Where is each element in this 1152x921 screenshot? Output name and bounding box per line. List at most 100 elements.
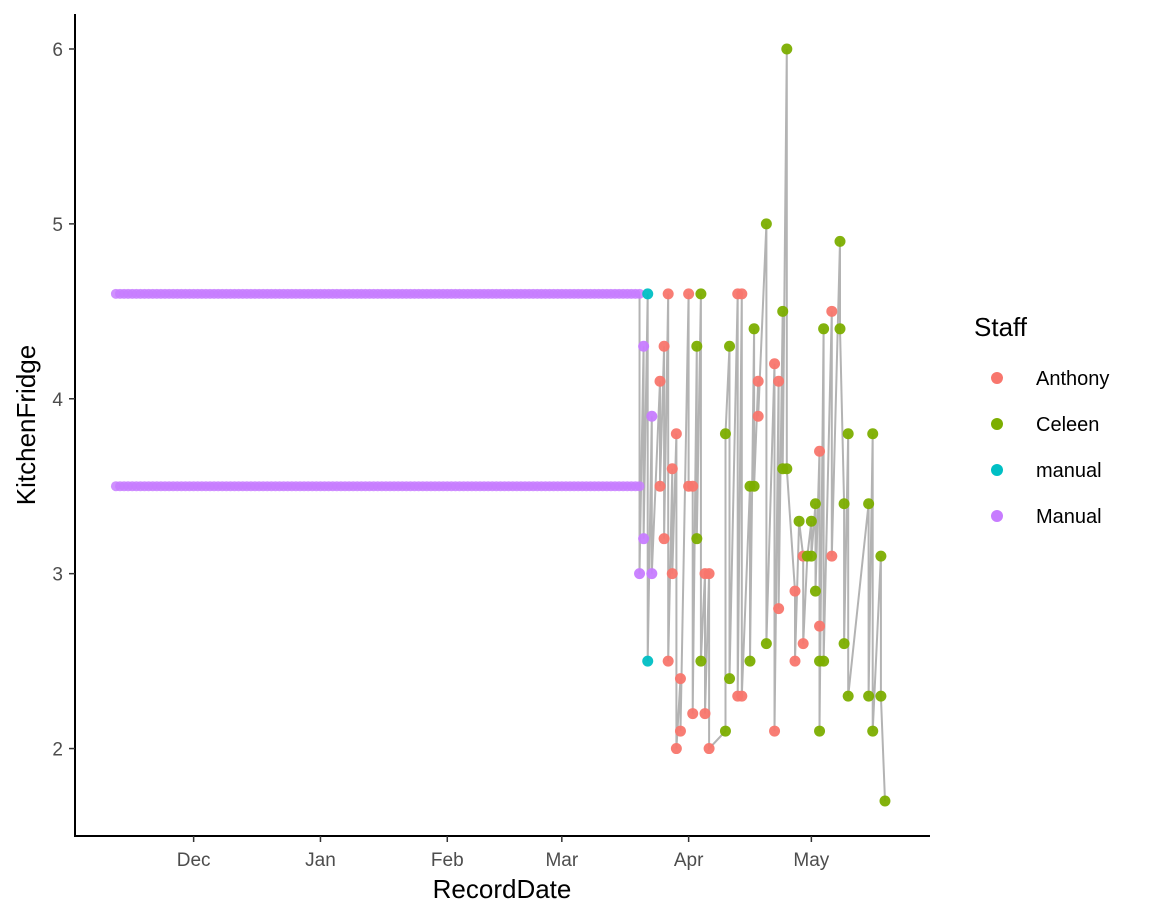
data-point-anthony — [654, 480, 666, 492]
data-point-celeen — [838, 498, 850, 510]
data-point-anthony — [797, 638, 809, 650]
y-axis-title: KitchenFridge — [11, 345, 41, 505]
data-point-celeen — [695, 655, 707, 667]
data-point-anthony — [826, 305, 838, 317]
data-point-anthony — [789, 655, 801, 667]
legend-label: Anthony — [1036, 368, 1109, 390]
data-point-anthony — [736, 690, 748, 702]
data-point-anthony — [687, 480, 699, 492]
data-point-celeen — [724, 673, 736, 685]
data-point-celeen — [863, 690, 875, 702]
y-axis-ticks: 2 3 4 5 6 — [52, 40, 75, 761]
data-point-celeen — [879, 795, 891, 807]
legend-label: Manual — [1036, 506, 1102, 528]
data-point-anthony — [752, 375, 764, 387]
data-point-manual — [638, 340, 650, 352]
data-point-anthony — [703, 568, 715, 580]
data-point-anthony — [773, 603, 785, 615]
x-tick-label: Mar — [545, 850, 578, 871]
data-point-anthony — [662, 655, 674, 667]
data-point-anthony — [699, 708, 711, 720]
data-point-celeen — [744, 655, 756, 667]
data-point-celeen — [809, 585, 821, 597]
data-point-celeen — [724, 340, 736, 352]
data-point-celeen — [691, 340, 703, 352]
data-point-celeen — [863, 498, 875, 510]
legend-key — [991, 510, 1003, 522]
connecting-lines — [638, 48, 886, 802]
x-tick-label: Apr — [674, 850, 704, 871]
data-point-celeen — [781, 43, 793, 55]
data-point-celeen — [695, 288, 707, 300]
legend-key — [991, 464, 1003, 476]
data-point-anthony — [658, 340, 670, 352]
data-point-anthony — [654, 375, 666, 387]
connecting-line — [638, 48, 886, 802]
data-point-anthony — [769, 358, 781, 370]
data-point-anthony — [703, 743, 715, 755]
data-point-anthony — [687, 708, 699, 720]
data-point-celeen — [834, 323, 846, 335]
data-point-celeen — [691, 533, 703, 545]
y-tick-label: 6 — [52, 40, 63, 61]
data-point-celeen — [809, 498, 821, 510]
data-point-celeen — [875, 690, 887, 702]
data-point-anthony — [814, 445, 826, 457]
data-point-celeen — [748, 480, 760, 492]
x-tick-label: Feb — [431, 850, 464, 871]
data-point-celeen — [875, 550, 887, 562]
manual-baseline-points — [110, 288, 645, 492]
data-point-celeen — [760, 638, 772, 650]
data-point-anthony — [674, 725, 686, 737]
data-point-anthony — [789, 585, 801, 597]
data-point-celeen — [805, 515, 817, 527]
x-tick-label: Dec — [177, 850, 211, 871]
x-axis-title: RecordDate — [433, 874, 572, 904]
data-point-manual — [634, 568, 646, 580]
data-point-manual — [642, 288, 654, 300]
data-point-anthony — [769, 725, 781, 737]
data-point-celeen — [834, 235, 846, 247]
legend-key — [991, 372, 1003, 384]
data-point-anthony — [736, 288, 748, 300]
data-point-celeen — [842, 690, 854, 702]
data-point-celeen — [814, 725, 826, 737]
data-point-celeen — [818, 323, 830, 335]
data-point-manual — [642, 655, 654, 667]
data-point-celeen — [760, 218, 772, 230]
data-point-anthony — [683, 288, 695, 300]
legend-title: Staff — [974, 312, 1028, 342]
y-tick-label: 3 — [52, 565, 63, 586]
data-point-celeen — [867, 428, 879, 440]
data-point-anthony — [662, 288, 674, 300]
data-point-celeen — [781, 463, 793, 475]
data-point-anthony — [674, 673, 686, 685]
data-point-anthony — [658, 533, 670, 545]
data-point-anthony — [670, 743, 682, 755]
data-point-anthony — [814, 620, 826, 632]
x-tick-label: Jan — [305, 850, 336, 871]
legend: Staff Anthony Celeen manual Manual — [974, 312, 1109, 528]
data-point-celeen — [719, 428, 731, 440]
data-point-celeen — [838, 638, 850, 650]
data-point-manual — [646, 410, 658, 422]
data-point-anthony — [666, 568, 678, 580]
data-point-anthony — [826, 550, 838, 562]
legend-key — [991, 418, 1003, 430]
data-point-celeen — [805, 550, 817, 562]
data-point-celeen — [818, 655, 830, 667]
data-point-celeen — [777, 305, 789, 317]
x-axis-ticks: Dec Jan Feb Mar Apr May — [177, 836, 830, 871]
data-point-manual — [646, 568, 658, 580]
y-tick-label: 2 — [52, 740, 63, 761]
data-point-anthony — [666, 463, 678, 475]
y-tick-label: 5 — [52, 215, 63, 236]
data-point-celeen — [793, 515, 805, 527]
manual-baseline-point — [634, 481, 645, 492]
data-point-celeen — [842, 428, 854, 440]
y-tick-label: 4 — [52, 390, 63, 411]
data-point-celeen — [719, 725, 731, 737]
data-point-anthony — [773, 375, 785, 387]
legend-label: manual — [1036, 460, 1102, 482]
